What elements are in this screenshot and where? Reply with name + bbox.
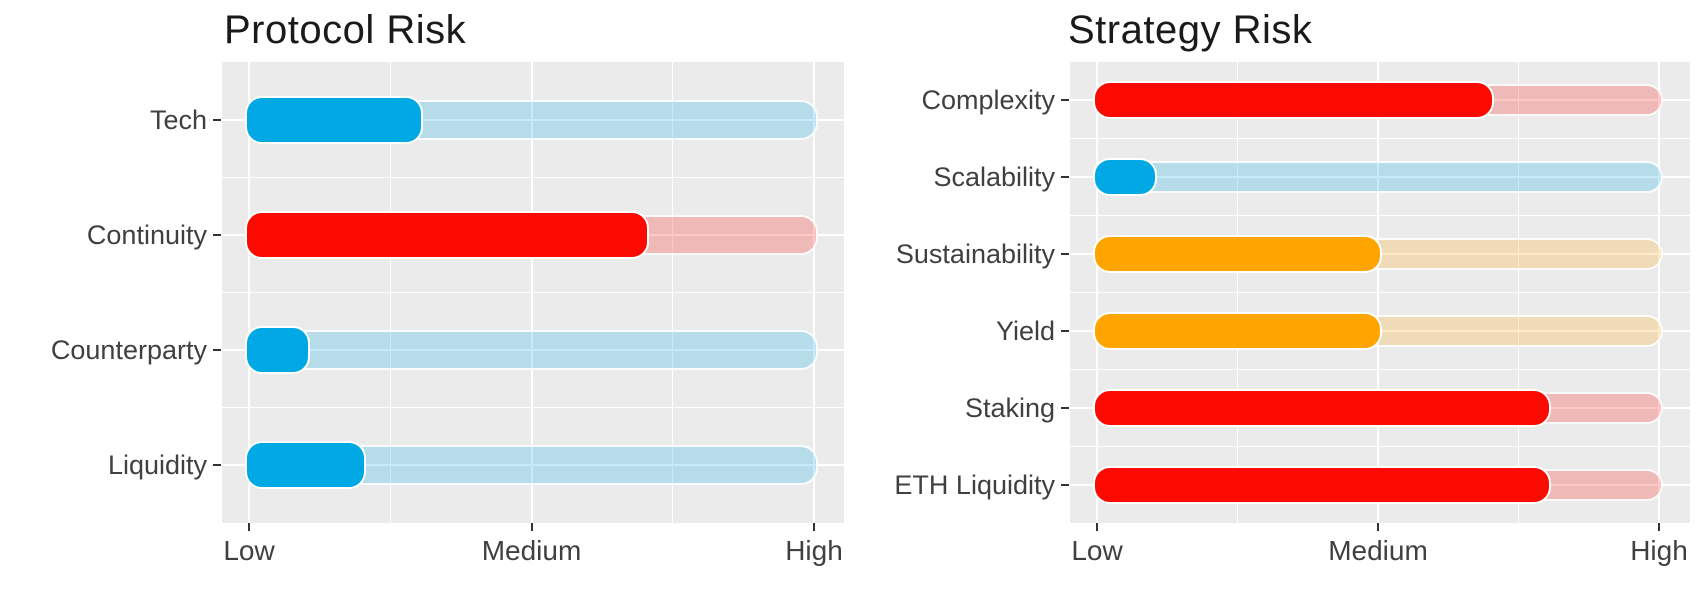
bar [1093,388,1551,427]
category-label: Liquidity [107,450,207,481]
bar [1093,465,1551,504]
category-label: Complexity [921,85,1055,116]
x-tick-mark [248,523,250,531]
bar-track [245,330,818,371]
category-label: Counterparty [50,335,207,366]
category-label: Staking [964,392,1055,423]
category-label: Yield [995,315,1055,346]
minor-gridline [1070,215,1690,217]
x-tick-label: High [1630,535,1688,566]
category-label: Continuity [86,219,207,250]
major-gridline [222,349,844,352]
minor-gridline [222,176,844,178]
x-tick-mark [1377,523,1379,531]
y-tick-mark [1061,176,1069,179]
plot-panel [1070,62,1690,523]
category-label: ETH Liquidity [894,469,1055,500]
minor-gridline [1070,138,1690,140]
y-tick-mark [213,349,221,352]
bar [1093,81,1495,120]
x-tick-label: High [785,535,843,566]
major-gridline [222,464,844,467]
bar [245,95,423,144]
minor-gridline [1070,445,1690,447]
bar [245,441,366,490]
bar [1093,158,1158,197]
x-tick-label: Low [223,535,275,566]
x-tick-label: Medium [1328,535,1428,566]
minor-gridline [1070,292,1690,293]
major-gridline [222,118,844,121]
bar [1093,235,1382,274]
minor-gridline [222,407,844,409]
x-tick-label: Medium [481,535,582,566]
x-tick-mark [1096,523,1098,531]
chart-title-strategy-risk: Strategy Risk [1068,8,1313,52]
bar [245,326,310,375]
minor-gridline [222,292,844,293]
category-label: Tech [149,104,207,135]
y-tick-mark [213,118,221,121]
x-tick-mark [813,523,815,531]
category-label: Sustainability [895,239,1055,270]
bar [1093,311,1382,350]
x-tick-mark [530,523,533,531]
x-tick-label: Low [1071,535,1123,566]
y-tick-mark [1061,253,1069,256]
y-tick-mark [1061,329,1069,332]
y-tick-mark [1061,406,1069,409]
x-tick-mark [1658,523,1660,531]
y-tick-mark [213,233,221,236]
major-gridline [1070,176,1690,179]
bar-track [1093,161,1663,194]
minor-gridline [1070,368,1690,370]
y-tick-mark [213,464,221,467]
category-label: Scalability [933,162,1055,193]
y-tick-mark [1061,483,1069,486]
chart-title-protocol-risk: Protocol Risk [224,8,467,52]
bar [245,210,649,259]
y-tick-mark [1061,99,1069,102]
plot-panel [222,62,844,523]
